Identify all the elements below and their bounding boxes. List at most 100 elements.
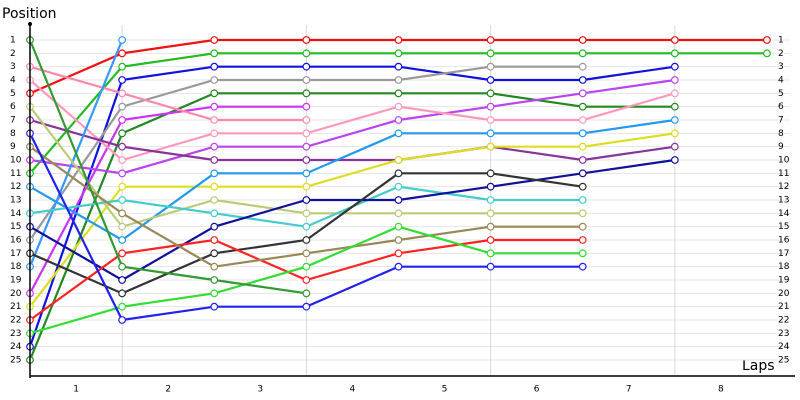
lap-point xyxy=(210,36,219,44)
y-tick-label: 10 xyxy=(10,156,22,166)
lap-point xyxy=(118,62,127,71)
y-tick-label-right: 1 xyxy=(778,36,784,46)
y-tick-label-right: 10 xyxy=(778,156,790,166)
lap-point xyxy=(394,236,403,244)
lap-point xyxy=(118,316,127,324)
lap-point xyxy=(670,62,679,71)
lap-point xyxy=(210,302,219,311)
y-tick-label: 20 xyxy=(10,289,22,299)
lap-point xyxy=(578,249,587,258)
lap-point xyxy=(118,222,127,231)
lap-point xyxy=(210,289,219,298)
lap-point xyxy=(302,196,311,204)
lap-point xyxy=(670,156,679,164)
points xyxy=(26,36,771,364)
lap-point xyxy=(118,302,127,311)
lap-point xyxy=(118,289,127,298)
y-tick-label: 9 xyxy=(10,142,16,152)
lap-point xyxy=(578,129,587,138)
lap-point xyxy=(118,249,127,258)
lap-point xyxy=(210,76,219,84)
lap-point xyxy=(486,182,495,191)
lap-point xyxy=(578,209,587,218)
lap-point xyxy=(302,236,311,244)
lap-point xyxy=(302,129,311,138)
lap-point xyxy=(210,62,219,71)
y-tick-label: 17 xyxy=(10,249,21,259)
lap-point xyxy=(394,249,403,258)
y-tick-label-right: 3 xyxy=(778,62,784,72)
y-tick-label-right: 13 xyxy=(778,196,789,206)
lap-point xyxy=(486,89,495,98)
lap-point xyxy=(210,236,219,244)
lap-point xyxy=(670,102,679,111)
lap-point xyxy=(578,156,587,164)
lap-point xyxy=(210,129,219,138)
lap-point xyxy=(486,116,495,124)
y-tick-label: 11 xyxy=(10,169,21,179)
lap-point xyxy=(302,302,311,311)
axis-arrow xyxy=(28,22,32,26)
lap-point xyxy=(210,156,219,164)
y-tick-label-right: 6 xyxy=(778,102,784,112)
x-tick-label: 7 xyxy=(626,385,632,395)
lap-point xyxy=(302,156,311,164)
series-line xyxy=(28,65,676,348)
grid xyxy=(30,25,790,376)
y-tick-label-right: 7 xyxy=(778,116,784,126)
x-tick-label: 5 xyxy=(442,385,448,395)
y-tick-label-right: 24 xyxy=(778,342,790,352)
lap-point xyxy=(578,49,587,58)
lap-point xyxy=(302,209,311,218)
lap-point xyxy=(670,89,679,98)
lap-point xyxy=(302,276,311,284)
lap-point xyxy=(302,249,311,258)
y-tick-label-right: 5 xyxy=(778,89,784,99)
y-tick-label: 12 xyxy=(10,182,21,192)
lap-point xyxy=(302,142,311,151)
y-tick-label: 6 xyxy=(10,102,16,112)
lap-point xyxy=(394,116,403,124)
lap-point xyxy=(486,169,495,178)
lap-point xyxy=(670,36,679,44)
y-tick-label: 21 xyxy=(10,302,21,312)
y-tick-label: 4 xyxy=(10,76,16,86)
y-axis-label: Position xyxy=(2,6,57,22)
y-tick-label-right: 19 xyxy=(778,276,790,286)
lap-point xyxy=(210,222,219,231)
lap-point xyxy=(302,76,311,84)
lap-point xyxy=(210,89,219,98)
lap-point xyxy=(118,276,127,284)
y-tick-label: 14 xyxy=(10,209,22,219)
y-tick-label-right: 23 xyxy=(778,329,789,339)
lap-point xyxy=(486,262,495,271)
lap-point xyxy=(394,209,403,218)
y-tick-label-right: 20 xyxy=(778,289,790,299)
y-tick-label-right: 15 xyxy=(778,222,789,232)
y-tick-label-right: 16 xyxy=(778,236,790,246)
y-tick-label: 13 xyxy=(10,196,21,206)
lap-point xyxy=(486,222,495,231)
lap-point xyxy=(394,182,403,191)
y-tick-label-right: 8 xyxy=(778,129,784,139)
lap-point xyxy=(670,129,679,138)
lap-point xyxy=(210,276,219,284)
series-line xyxy=(29,118,676,162)
lap-point xyxy=(118,129,127,138)
lap-point xyxy=(670,76,679,84)
lap-point xyxy=(302,169,311,178)
y-tick-label: 19 xyxy=(10,276,22,286)
lap-point xyxy=(118,102,127,111)
lap-point xyxy=(670,142,679,151)
lap-point xyxy=(486,129,495,138)
lap-point xyxy=(394,196,403,204)
y-tick-label-right: 17 xyxy=(778,249,789,259)
series-line xyxy=(29,79,676,162)
y-tick-label: 2 xyxy=(10,49,16,59)
x-tick-label: 3 xyxy=(257,385,263,395)
lap-point xyxy=(118,156,127,164)
lap-point xyxy=(578,36,587,44)
lap-point xyxy=(578,102,587,111)
lap-point xyxy=(578,262,587,271)
y-tick-label-right: 14 xyxy=(778,209,790,219)
